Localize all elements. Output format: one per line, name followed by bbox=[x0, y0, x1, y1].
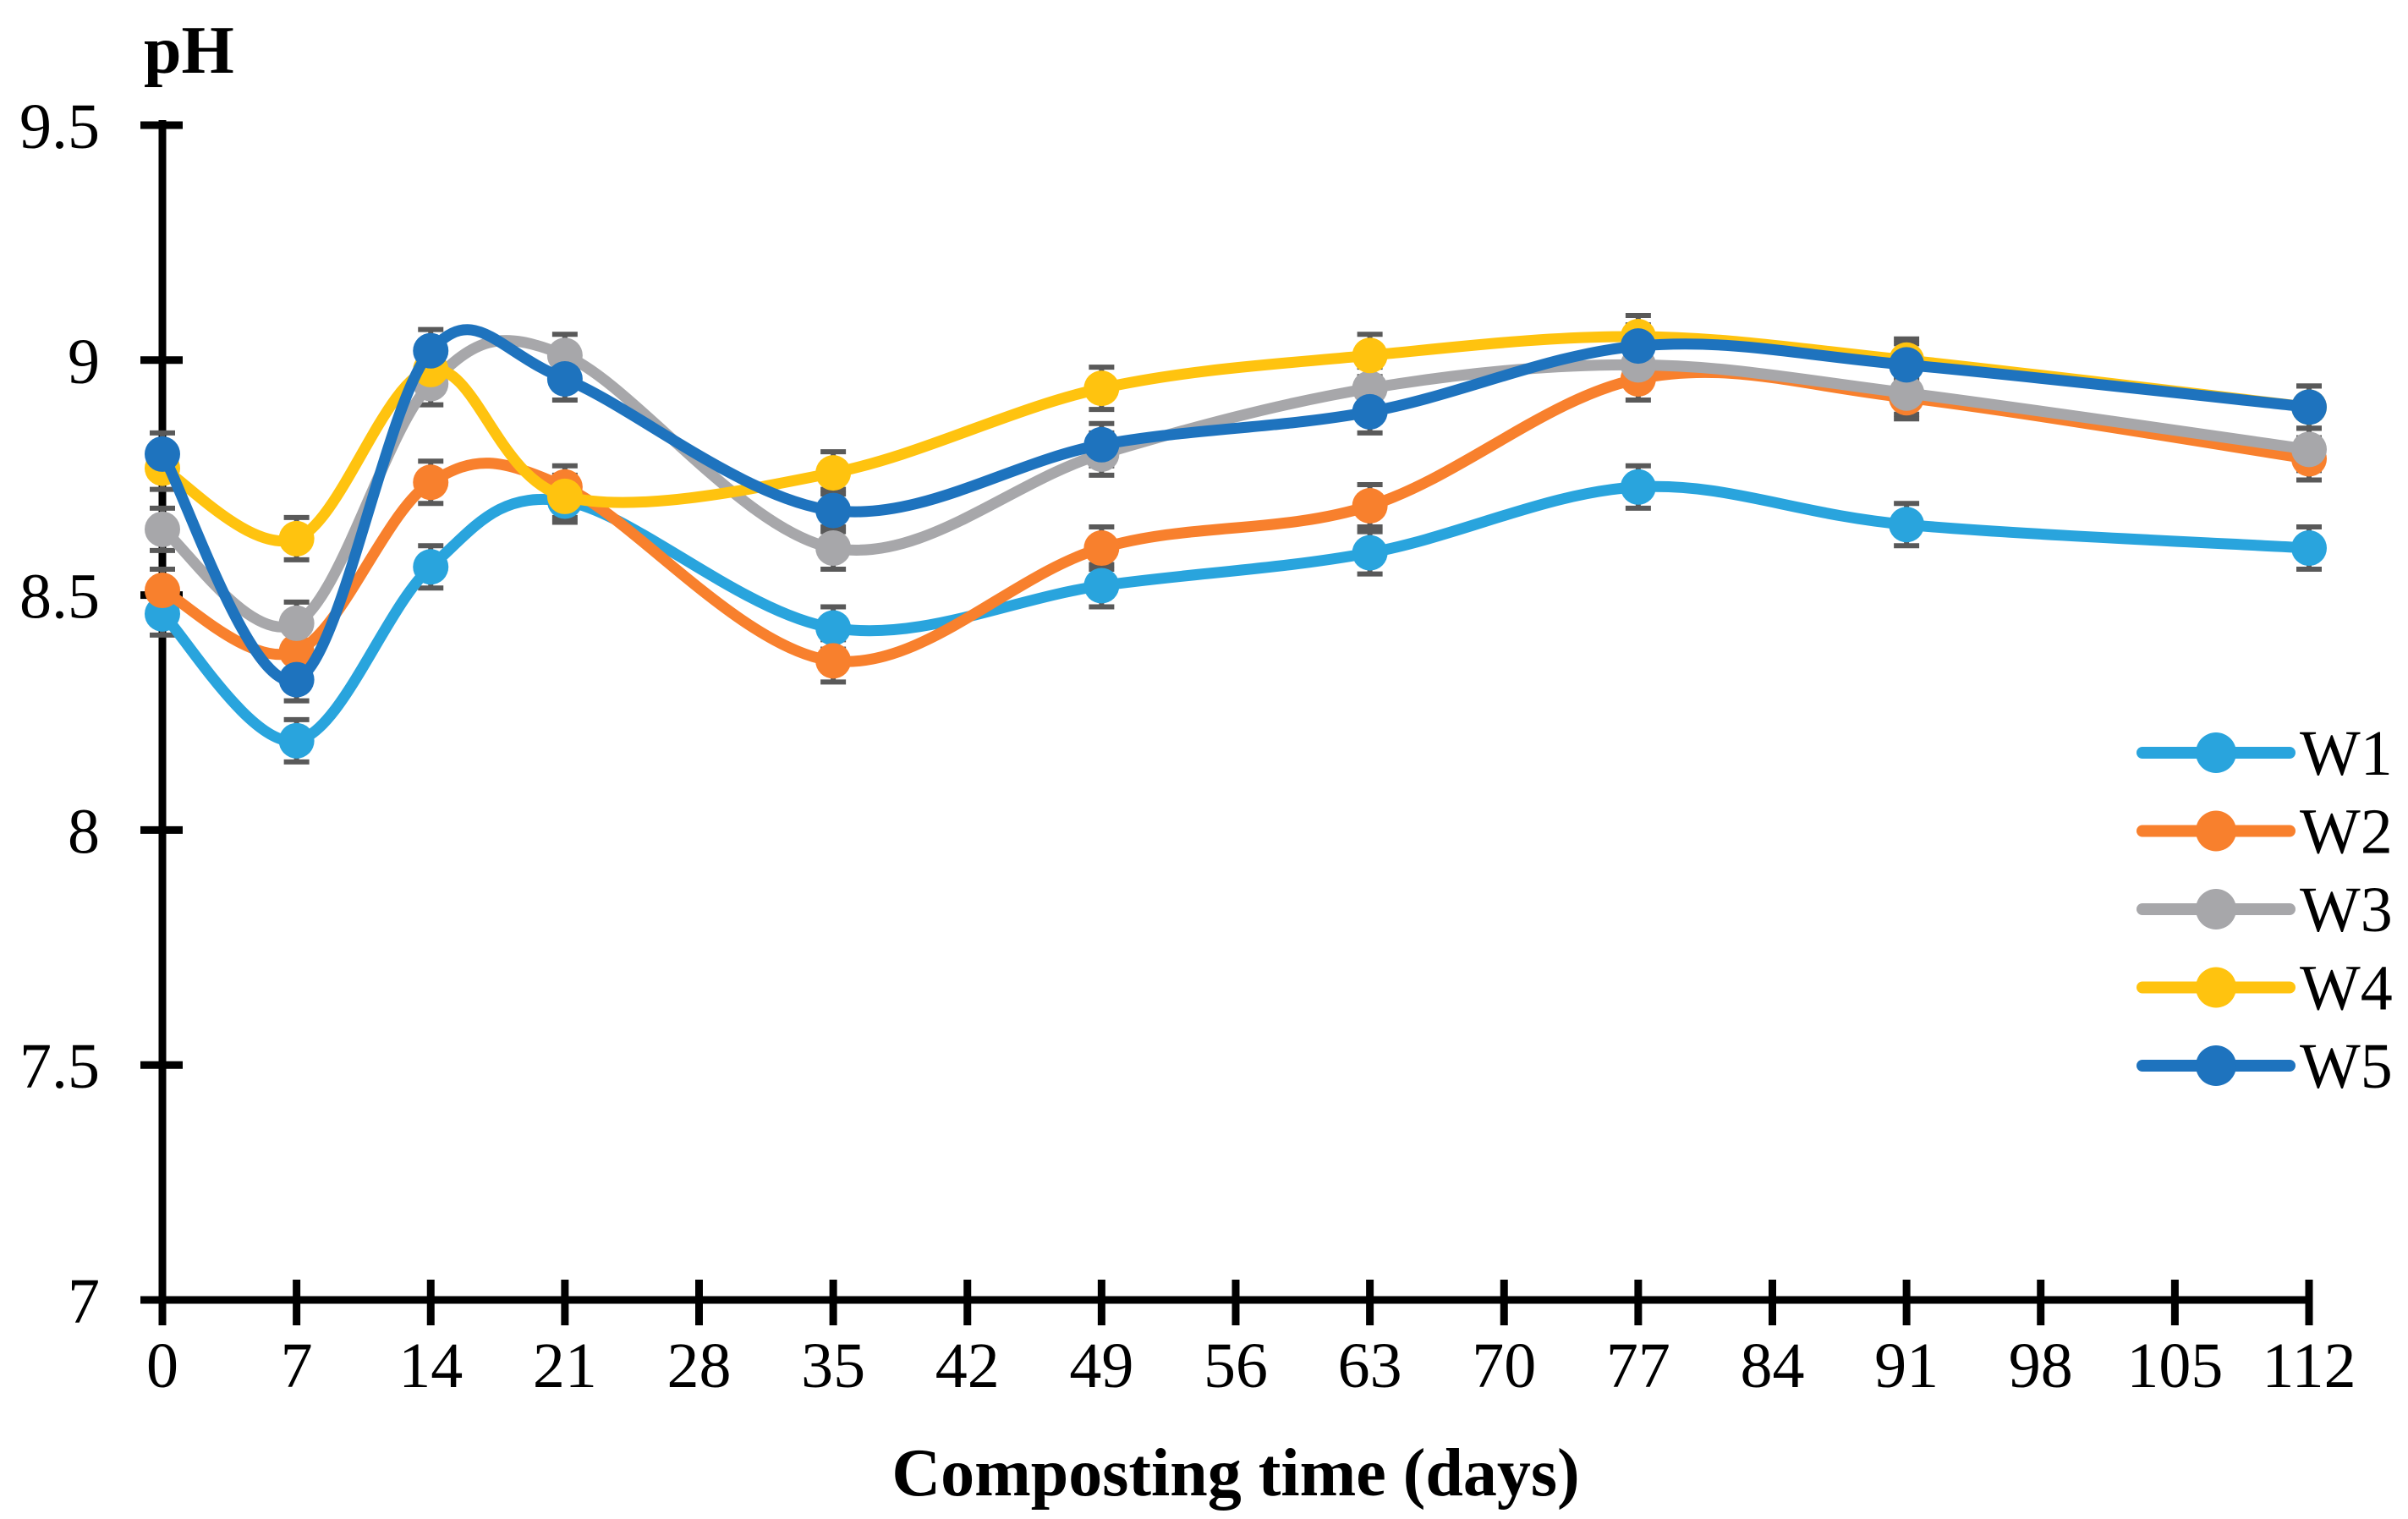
series-marker-W2 bbox=[1352, 488, 1388, 524]
series-marker-W5 bbox=[546, 361, 583, 398]
series-marker-W3 bbox=[815, 530, 852, 567]
series-marker-W4 bbox=[546, 478, 583, 514]
x-tick-label: 35 bbox=[801, 1330, 865, 1401]
series-marker-W1 bbox=[278, 722, 315, 759]
series-marker-W5 bbox=[1352, 393, 1388, 430]
series-marker-W5 bbox=[1620, 328, 1656, 365]
legend-label-W4: W4 bbox=[2300, 953, 2393, 1024]
series-marker-W1 bbox=[1889, 507, 1925, 543]
series-marker-W5 bbox=[145, 436, 180, 472]
series-line-W1 bbox=[156, 480, 2315, 747]
y-tick-label: 9.5 bbox=[19, 91, 100, 162]
legend-swatch-dot-W4 bbox=[2196, 967, 2236, 1008]
series-marker-W5 bbox=[1889, 347, 1925, 383]
x-tick-label: 84 bbox=[1741, 1330, 1805, 1401]
x-tick-label: 112 bbox=[2262, 1330, 2356, 1401]
series-marker-W5 bbox=[278, 661, 315, 698]
x-tick-label: 77 bbox=[1606, 1330, 1670, 1401]
legend-swatch-dot-W3 bbox=[2196, 889, 2236, 929]
series-marker-W1 bbox=[1352, 535, 1388, 571]
series-marker-W5 bbox=[2291, 389, 2327, 425]
series-marker-W4 bbox=[1083, 370, 1120, 407]
y-tick-label: 9 bbox=[68, 326, 100, 398]
legend-label-W3: W3 bbox=[2300, 875, 2393, 946]
x-tick-label: 70 bbox=[1472, 1330, 1536, 1401]
x-tick-label: 28 bbox=[667, 1330, 732, 1401]
series-marker-W2 bbox=[815, 643, 852, 679]
x-tick-label: 21 bbox=[533, 1330, 597, 1401]
legend-label-W2: W2 bbox=[2300, 797, 2393, 868]
series-line-W5 bbox=[156, 324, 2315, 687]
x-tick-label: 7 bbox=[281, 1330, 313, 1401]
series-marker-W5 bbox=[1083, 426, 1120, 463]
legend-label-W1: W1 bbox=[2300, 718, 2393, 789]
x-tick-label: 49 bbox=[1069, 1330, 1133, 1401]
x-tick-label: 14 bbox=[398, 1330, 463, 1401]
legend-swatch-dot-W2 bbox=[2196, 810, 2236, 852]
series-marker-W3 bbox=[278, 605, 315, 641]
x-tick-label: 105 bbox=[2126, 1330, 2223, 1401]
x-tick-label: 91 bbox=[1874, 1330, 1939, 1401]
x-tick-label: 56 bbox=[1204, 1330, 1268, 1401]
series-marker-W3 bbox=[2291, 431, 2327, 468]
series-marker-W2 bbox=[278, 633, 315, 670]
series-marker-W4 bbox=[815, 455, 852, 491]
series-marker-W1 bbox=[413, 549, 449, 585]
y-tick-label: 8 bbox=[68, 796, 100, 867]
y-axis-title: pH bbox=[144, 14, 234, 88]
series-marker-W4 bbox=[278, 520, 315, 557]
legend-label-W5: W5 bbox=[2300, 1031, 2393, 1102]
series-marker-W1 bbox=[815, 610, 852, 646]
series-marker-W2 bbox=[1083, 530, 1120, 567]
series-marker-W3 bbox=[1889, 375, 1925, 411]
series-marker-W3 bbox=[145, 511, 180, 547]
series-marker-W1 bbox=[1620, 469, 1656, 505]
legend-swatch-dot-W5 bbox=[2196, 1045, 2236, 1086]
x-tick-label: 42 bbox=[935, 1330, 1000, 1401]
y-tick-label: 7.5 bbox=[19, 1031, 100, 1102]
series-marker-W5 bbox=[413, 332, 449, 369]
series-marker-W5 bbox=[815, 492, 852, 529]
series-marker-W2 bbox=[145, 573, 180, 609]
x-tick-label: 0 bbox=[146, 1330, 178, 1401]
series-marker-W1 bbox=[2291, 530, 2327, 567]
series-marker-W2 bbox=[413, 464, 449, 501]
x-tick-label: 63 bbox=[1338, 1330, 1402, 1401]
series-line-W3 bbox=[156, 335, 2315, 633]
y-tick-label: 8.5 bbox=[19, 562, 100, 633]
x-axis-title: Composting time (days) bbox=[891, 1436, 1579, 1511]
legend-swatch-dot-W1 bbox=[2196, 732, 2236, 773]
x-tick-label: 98 bbox=[2009, 1330, 2073, 1401]
series-marker-W4 bbox=[1352, 337, 1388, 374]
y-tick-label: 7 bbox=[68, 1266, 100, 1337]
series-marker-W1 bbox=[1083, 568, 1120, 604]
